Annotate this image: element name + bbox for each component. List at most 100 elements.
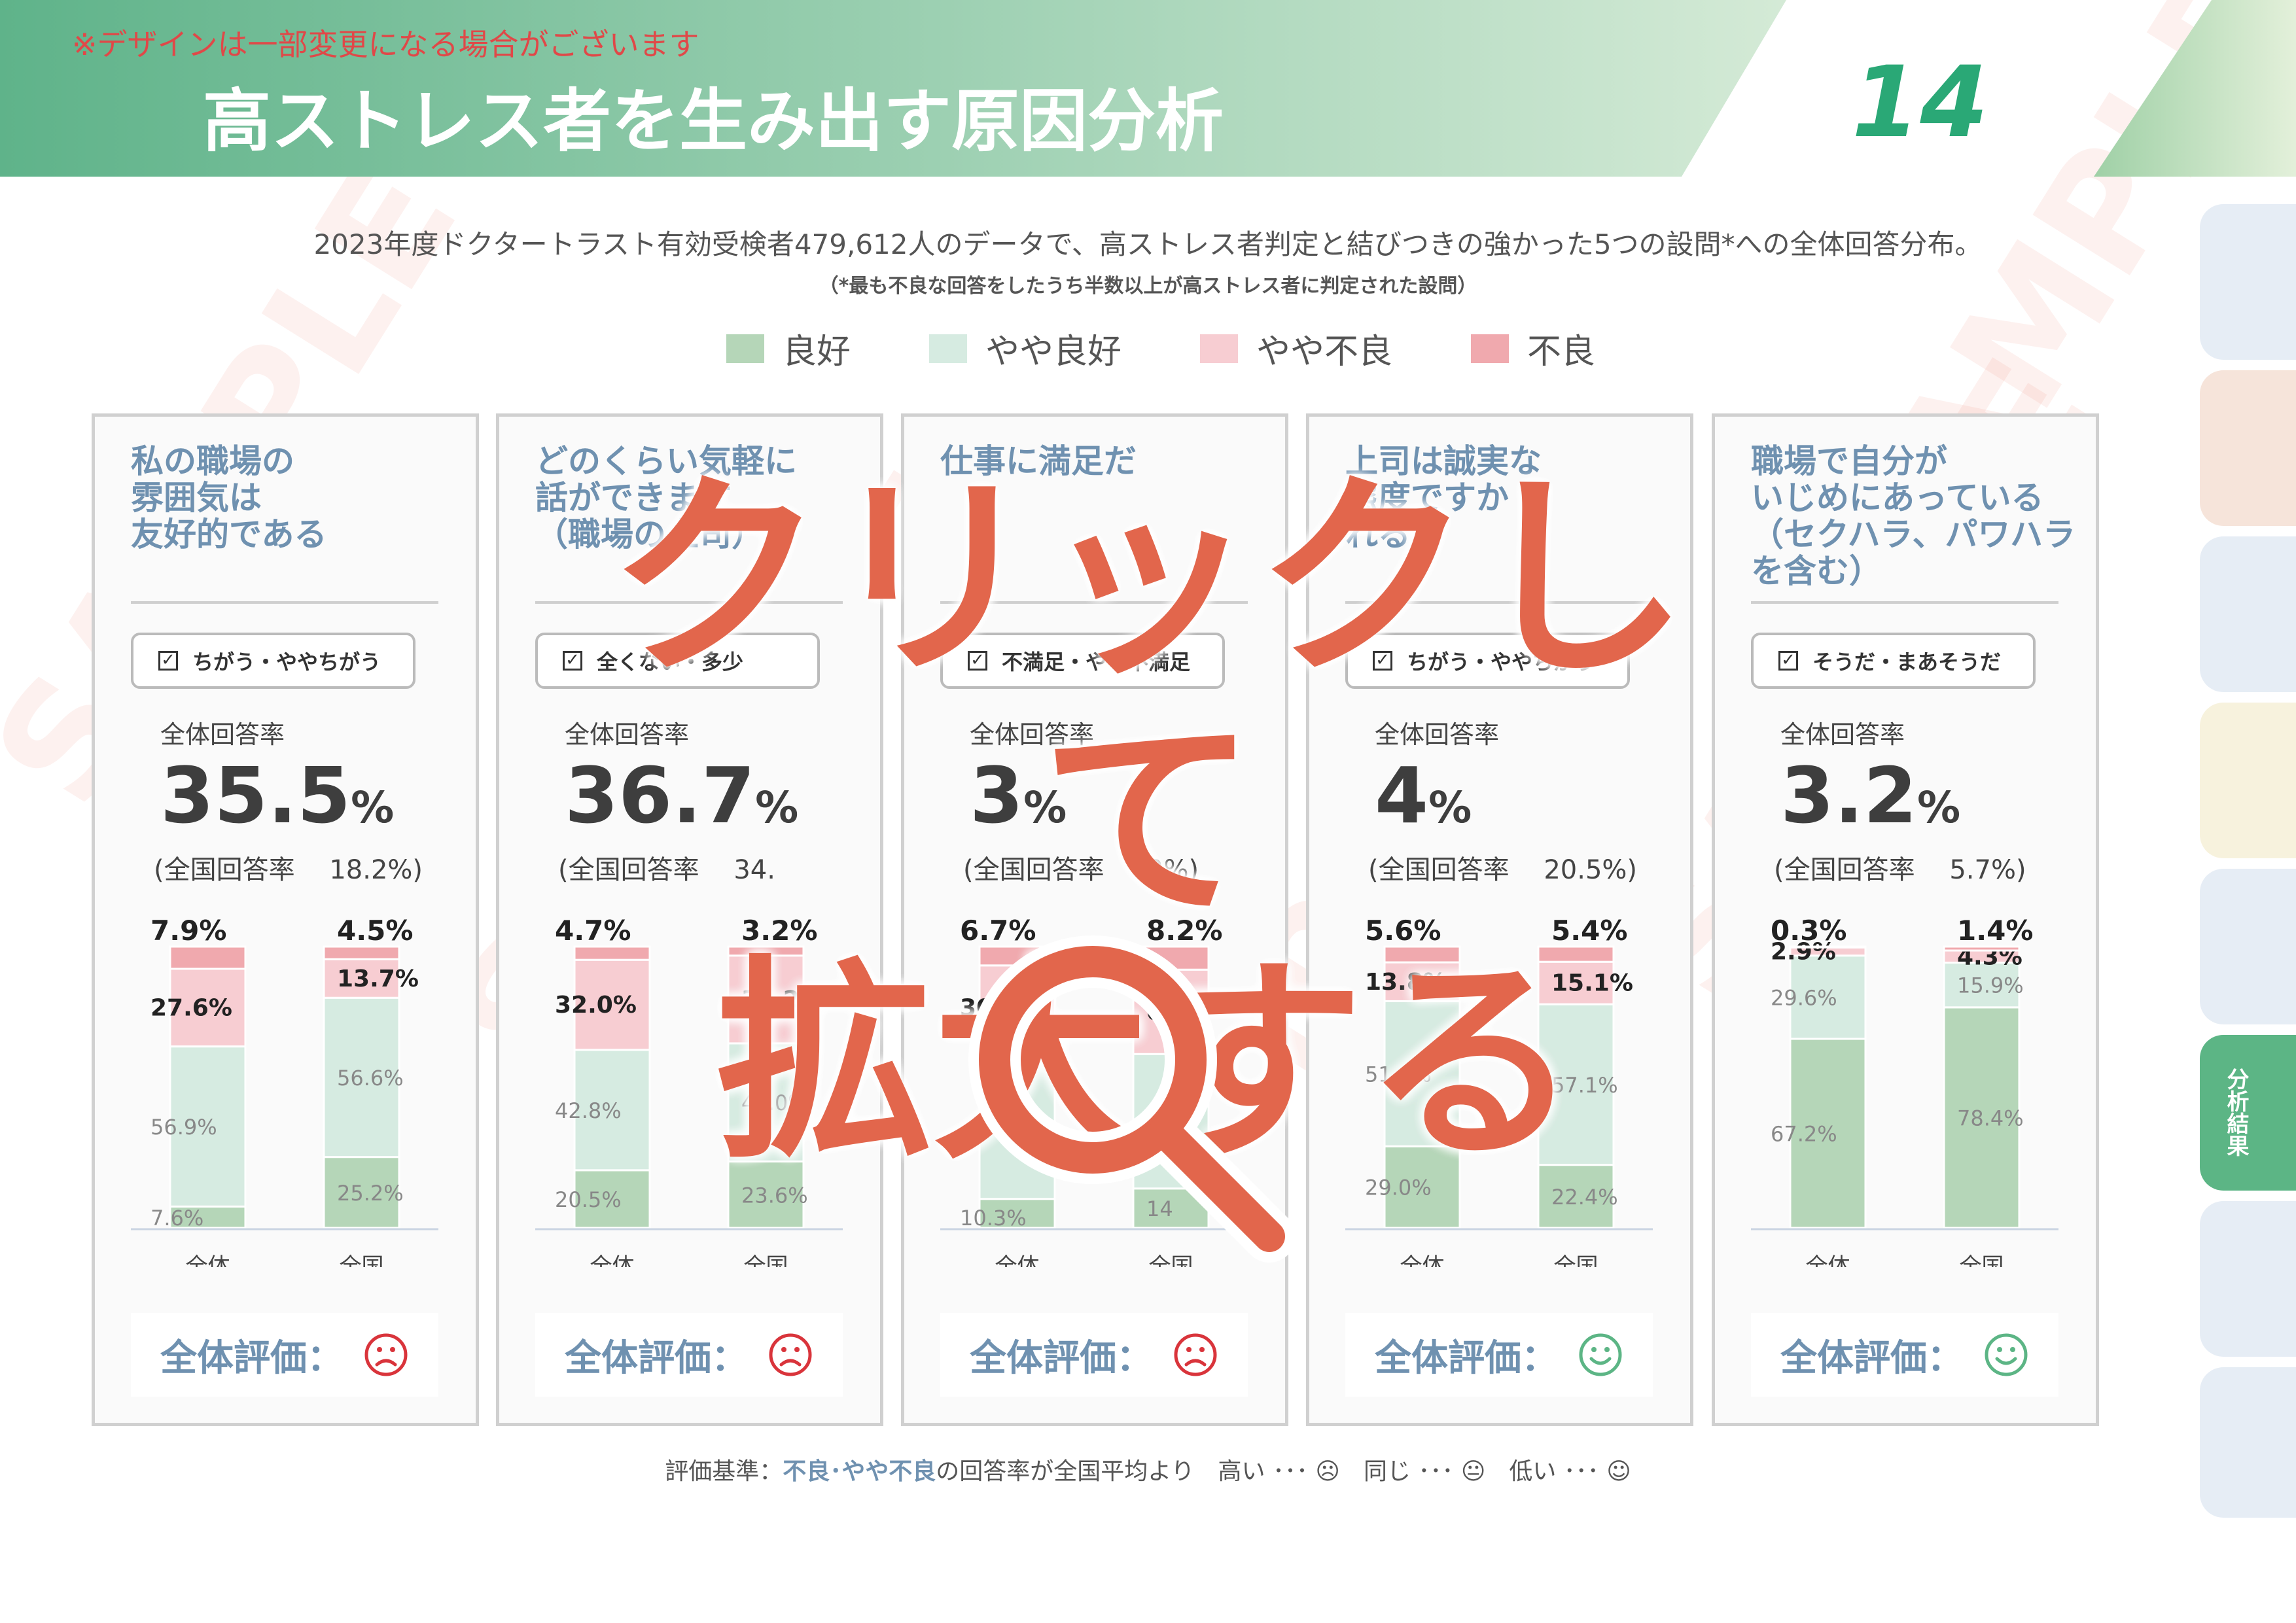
magnifier-icon[interactable] — [942, 916, 1348, 1321]
bar-value-label: 8.2% — [1146, 915, 1222, 947]
answer-chip: ✓ 不満足・やや不満足 — [940, 633, 1225, 689]
side-tab[interactable] — [2200, 370, 2296, 526]
national-rate: (全国回答率 20.5%) — [1368, 848, 1637, 886]
bar-segment-bad — [1537, 945, 1615, 963]
bar-segment-fair — [1789, 954, 1867, 1040]
answer-chip: ✓ ちがう・ややちがう — [131, 633, 415, 689]
percent-sign: % — [755, 782, 799, 833]
legend-item-fair: やや良好 — [929, 324, 1122, 373]
criteria-prefix: 評価基準： — [665, 1458, 783, 1485]
legend-label: やや不良 — [1256, 332, 1393, 372]
percent-sign: % — [1428, 782, 1472, 833]
side-tab[interactable] — [2200, 204, 2296, 360]
bar-segment-poor — [1537, 960, 1615, 1005]
evaluation-label: 全体評価： — [970, 1336, 1153, 1380]
bar-value-label: 22.4% — [1551, 1185, 1618, 1210]
category-label: 全体 — [995, 1253, 1040, 1267]
side-tab[interactable] — [2200, 869, 2296, 1024]
category-label: 全国 — [744, 1253, 788, 1267]
question-line: 態度ですか — [1345, 479, 1509, 517]
overall-rate-value: 4 — [1375, 750, 1429, 841]
national-rate: (全国回答率 5.7%) — [1774, 848, 2026, 886]
question-title: 職場で自分が いじめにあっている （セクハラ、パワハラ を含む） — [1751, 443, 2078, 589]
overall-rate: 35.5% — [160, 750, 394, 841]
question-panel: どのくらい気軽に 話ができます （職場の上司） ✓ 全くない・多少 全体回答率 36.7% (… — [496, 413, 883, 1426]
intro-subtitle: 2023年度ドクタートラスト有効受検者479,612人のデータで、高ストレス者判… — [313, 228, 1983, 260]
side-tab-active[interactable]: 分析結果 — [2200, 1035, 2296, 1191]
bar-value-label: 2.9% — [1771, 939, 1836, 966]
bar-segment-bad — [1943, 945, 2021, 952]
stacked-bar-chart: 20.5% 42.8% 32.0% 4.7% 全体 23.6% 42.0% 31.2% 3.2%… — [535, 915, 843, 1267]
percent-sign: % — [1917, 782, 1961, 833]
national-rate-label: (全国回答率 — [1368, 855, 1510, 885]
bar-value-label: 56.9% — [150, 1115, 217, 1140]
overall-rate: 4% — [1375, 750, 1472, 841]
side-tab[interactable] — [2200, 536, 2296, 692]
bar-segment-fair — [1383, 1000, 1461, 1147]
bar-value-label: 27.6% — [150, 994, 232, 1021]
header-band — [0, 0, 2296, 177]
bar-value-label: 23.6% — [741, 1183, 808, 1208]
legend-label: 不良 — [1527, 332, 1596, 372]
bar-segment-fair — [169, 1045, 247, 1208]
bar-value-label: 15.9% — [1957, 973, 2024, 998]
evaluation-label: 全体評価： — [1375, 1336, 1558, 1380]
checkbox-icon: ✓ — [1778, 651, 1798, 671]
question-line: 話ができます — [535, 479, 732, 517]
question-title: 上司は誠実な 態度ですか れる — [1345, 443, 1672, 553]
question-panel: 仕事に満足だ ✓ 不満足・やや不満足 全体回答率 3% (全国回答率 .2%) 10.3% 3… — [901, 413, 1288, 1426]
question-line: （職場の上司） — [535, 515, 764, 553]
bar-value-label: 5.6% — [1365, 915, 1441, 947]
divider — [940, 601, 1248, 604]
national-rate-value: 34. — [733, 855, 775, 885]
bar-segment-poor — [323, 958, 400, 999]
question-line: を含む） — [1751, 552, 1882, 590]
answer-chip: ✓ そうだ・まあそうだ — [1751, 633, 2036, 689]
legend-swatch — [929, 334, 968, 363]
legend-label: 良好 — [783, 332, 851, 372]
national-rate-label: (全国回答率 — [1774, 855, 1915, 885]
bar-value-label: 6.7% — [960, 915, 1036, 947]
bar-value-label: 1.4% — [1957, 915, 2033, 947]
bar-segment-good — [978, 1198, 1056, 1229]
legend-item-bad: 不良 — [1471, 324, 1595, 373]
bar-value-label: 51.6% — [1365, 1062, 1432, 1087]
intro-note: （*最も不良な回答をしたうち半数以上が高ストレス者に判定された設問） — [819, 275, 1477, 298]
overall-rate: 36.7% — [565, 750, 798, 841]
category-label: 全国 — [1554, 1253, 1598, 1267]
smile-face-icon — [1985, 1333, 2028, 1376]
evaluation-criteria: 評価基準：不良･やや不良の回答率が全国平均より 高い ･･･ ☹ 同じ ･･･ … — [0, 1452, 2296, 1486]
legend-item-poor: やや不良 — [1200, 324, 1392, 373]
bar-value-label: 0.3% — [1771, 915, 1846, 947]
bar-value-label: 7.9% — [150, 915, 226, 947]
evaluation-box: 全体評価： — [1345, 1313, 1653, 1397]
national-rate-value: 20.5%) — [1544, 855, 1638, 885]
side-tab[interactable] — [2200, 1201, 2296, 1357]
question-title: 私の職場の 雰囲気は 友好的である — [131, 443, 458, 553]
bar-segment-bad — [169, 945, 247, 970]
national-rate-label: (全国回答率 — [154, 855, 295, 885]
bar-value-label: 13.8% — [1365, 969, 1447, 996]
question-line: れる — [1345, 515, 1411, 553]
bar-segment-bad — [323, 945, 400, 960]
stacked-bar-chart: 29.0% 51.6% 13.8% 5.6% 全体 22.4% 57.1% 15.1% 5.4%… — [1345, 915, 1653, 1267]
bar-segment-good — [727, 1161, 805, 1229]
side-tab[interactable] — [2200, 703, 2296, 858]
national-rate-value: 5.7%) — [1949, 855, 2026, 885]
evaluation-box: 全体評価： — [535, 1313, 843, 1397]
national-rate: (全国回答率 .2%) — [963, 848, 1199, 886]
side-tab[interactable] — [2200, 1367, 2296, 1518]
question-line: 私の職場の — [131, 442, 294, 480]
bar-value-label: 67.2% — [1771, 1122, 1837, 1147]
side-tab-label: 分析結果 — [2223, 1068, 2249, 1157]
rate-label: 全体回答率 — [1375, 720, 1500, 749]
smile-face-icon — [1579, 1333, 1622, 1376]
category-label: 全体 — [186, 1253, 230, 1267]
evaluation-box: 全体評価： — [940, 1313, 1248, 1397]
rate-label: 全体回答率 — [1780, 720, 1905, 749]
overall-rate-value: 3.2 — [1780, 750, 1918, 841]
evaluation-label: 全体評価： — [565, 1336, 748, 1380]
bar-value-label: 4.5% — [337, 915, 413, 947]
rate-label: 全体回答率 — [160, 720, 285, 749]
bar-value-label: 3.2% — [741, 915, 817, 947]
